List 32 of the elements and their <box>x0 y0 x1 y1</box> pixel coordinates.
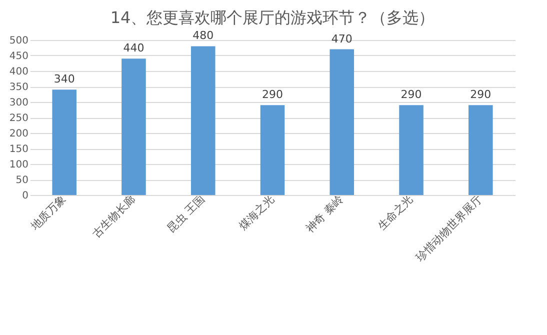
y-tick-label: 100 <box>9 160 28 170</box>
data-label: 470 <box>331 32 352 46</box>
bar <box>330 49 354 195</box>
y-tick-label: 200 <box>9 128 28 140</box>
y-tick-label: 300 <box>9 98 28 108</box>
bar <box>399 105 424 195</box>
bar <box>122 58 146 195</box>
bar <box>260 105 285 195</box>
x-tick-label: 地质万象 <box>28 192 69 234</box>
data-label: 290 <box>400 88 422 102</box>
x-tick-label: 古生物长廊 <box>90 192 138 241</box>
data-label: 290 <box>262 88 283 102</box>
data-label: 480 <box>192 29 214 42</box>
x-tick-label: 煤海之光 <box>236 192 277 233</box>
y-tick-label: 450 <box>9 51 28 62</box>
data-label: 290 <box>470 88 492 102</box>
y-tick-label: 250 <box>9 113 28 124</box>
y-tick-label: 0 <box>22 190 28 202</box>
bar <box>190 46 216 195</box>
x-tick-label: 生命之光 <box>375 192 416 233</box>
chart-title: 14、您更喜欢哪个展厅的游戏环节？（多选） <box>110 8 435 28</box>
bar <box>52 90 76 195</box>
data-label: 340 <box>54 72 75 86</box>
x-tick-label: 神奇 秦岭 <box>303 192 346 236</box>
bar <box>468 105 493 195</box>
x-tick-label: 珍惜动物世界展厅 <box>413 192 485 264</box>
y-tick-label: 500 <box>9 36 28 46</box>
y-tick-label: 150 <box>9 144 28 155</box>
data-label: 440 <box>123 42 144 55</box>
y-tick-label: 400 <box>9 66 28 78</box>
y-tick-label: 50 <box>16 175 28 186</box>
y-tick-label: 350 <box>9 82 28 93</box>
